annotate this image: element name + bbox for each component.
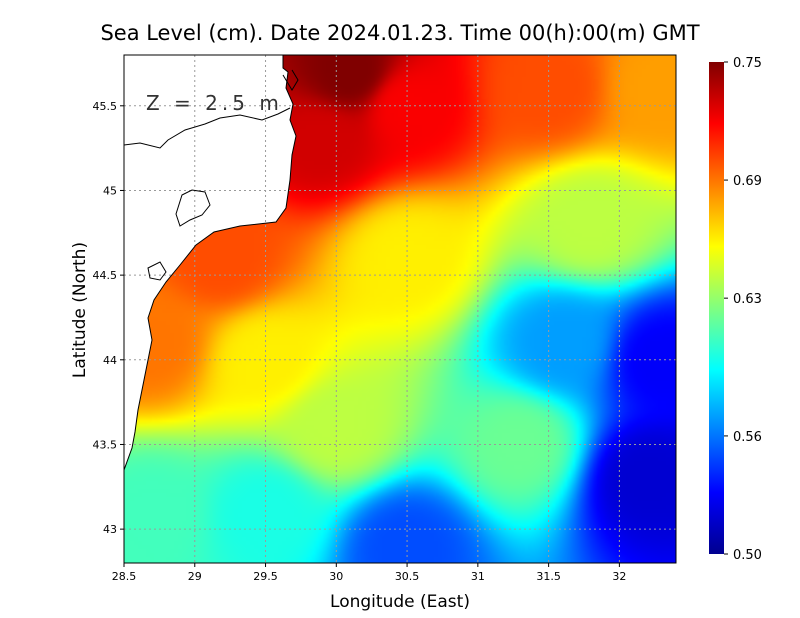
colorbar-tick-label-3: 0.69 (733, 174, 762, 189)
x-axis-label: Longitude (East) (330, 592, 470, 612)
coastline-lake-1 (175, 189, 211, 227)
x-tick-label-5: 31 (471, 570, 485, 583)
y-tick-label-0: 43 (103, 523, 117, 536)
colorbar-tick-label-1: 0.56 (733, 430, 762, 445)
y-axis-label: Latitude (North) (70, 242, 90, 378)
y-tick-label-3: 44.5 (93, 269, 118, 282)
plot-area: Z = 2.5 m (123, 54, 677, 564)
x-tick-label-2: 29.5 (253, 570, 278, 583)
y-tick-label-1: 43.5 (93, 438, 118, 451)
x-tick-label-7: 32 (612, 570, 626, 583)
colorbar-tick-label-2: 0.63 (733, 292, 762, 307)
y-tick-label-4: 45 (103, 184, 117, 197)
x-tick-label-1: 29 (188, 570, 202, 583)
x-tick-label-3: 30 (329, 570, 343, 583)
chart-title: Sea Level (cm). Date 2024.01.23. Time 00… (100, 21, 699, 45)
coastline-main (124, 55, 297, 471)
colorbar-ticks: 0.50 0.56 0.63 0.69 0.75 (724, 56, 762, 563)
grid-lines (124, 55, 676, 563)
colorbar-gradient (709, 62, 724, 554)
y-tick-label-2: 44 (103, 354, 117, 367)
coastline (124, 55, 299, 471)
coastline-inner (124, 107, 291, 149)
y-tick-label-5: 45.5 (93, 100, 118, 113)
land-mask (124, 55, 296, 470)
plot-frame (123, 54, 677, 564)
colorbar: 0.50 0.56 0.63 0.69 0.75 (709, 56, 762, 563)
colorbar-tick-label-4: 0.75 (733, 56, 762, 71)
x-axis: 28.5 29 29.5 30 30.5 31 31.5 32 (112, 563, 626, 583)
depth-annotation: Z = 2.5 m (146, 91, 283, 115)
coastline-lake-2 (147, 261, 167, 281)
x-tick-label-6: 31.5 (536, 570, 561, 583)
x-tick-label-4: 30.5 (395, 570, 420, 583)
y-axis: 43 43.5 44 44.5 45 45.5 (93, 100, 124, 536)
colorbar-tick-label-0: 0.50 (733, 548, 762, 563)
x-tick-label-0: 28.5 (112, 570, 137, 583)
coastline-river (282, 69, 299, 91)
